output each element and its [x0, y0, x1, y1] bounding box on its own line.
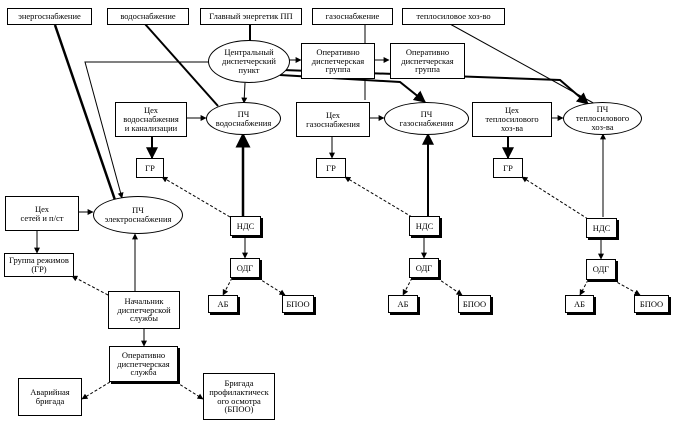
bpoo-box-2: БПОО	[458, 295, 491, 313]
pch-el-ellipse: ПЧ электроснабжения	[93, 196, 183, 234]
glavenerg-box: Главный энергетик ПП	[200, 8, 302, 25]
ab-box-3: АБ	[565, 295, 594, 313]
gr-box-2: ГР	[316, 158, 346, 178]
gr-box-3: ГР	[493, 158, 523, 178]
tsekh-tep-box: Цех теплосилового хоз-ва	[472, 102, 552, 137]
bpoo-box-1: БПОО	[282, 295, 314, 313]
pch-tep-ellipse: ПЧ теплосилового хоз-ва	[563, 102, 642, 135]
og1-box: Оперативно диспетчерская группа	[301, 43, 375, 79]
gr-rezh-box: Группа режимов (ГР)	[4, 253, 74, 277]
nds-box-1: НДС	[230, 216, 261, 236]
bpoo-box-3: БПОО	[634, 295, 669, 313]
ab-box-2: АБ	[388, 295, 418, 313]
link-nds2-gr2	[344, 176, 413, 218]
link-odg3-ab3	[579, 279, 589, 296]
nds-box-3: НДС	[586, 218, 617, 238]
tsekh-gaz-box: Цех газоснабжения	[296, 102, 370, 137]
gazosnab-box: газоснабжение	[312, 8, 393, 25]
cdp-ellipse: Центральный диспетчерский пункт	[208, 40, 290, 83]
link-odg1-ab1	[222, 277, 233, 296]
brig-box: Бригада профилактическ ого осмотра (БПОО…	[203, 373, 275, 420]
tsekh-vod-box: Цех водоснабжения и канализации	[115, 102, 187, 137]
link-ods-brig	[175, 381, 204, 400]
pch-vod-ellipse: ПЧ водоснабжения	[206, 102, 281, 135]
pch-gaz-ellipse: ПЧ газоснабжения	[384, 102, 469, 135]
vodosnab-box: водоснабжение	[107, 8, 189, 25]
ods-box: Оперативно диспетчерская служба	[109, 346, 178, 382]
link-cdp-pch-el	[84, 61, 209, 199]
gr-box-1: ГР	[136, 158, 164, 178]
odg-box-2: ОДГ	[409, 258, 439, 278]
link-odg3-bpoo3	[612, 279, 641, 296]
odg-box-3: ОДГ	[586, 259, 616, 280]
link-nach-gr-rezh	[71, 275, 109, 296]
odg-box-1: ОДГ	[230, 258, 260, 278]
nach-box: Начальник диспетчерской службы	[108, 291, 180, 329]
link-odg1-bpoo1	[257, 277, 286, 296]
og2-box: Оперативно диспетчерская группа	[390, 43, 465, 79]
link-cdp-pch-tep	[282, 69, 589, 105]
link-cdp-pch-vod	[241, 82, 248, 104]
tsekh-set-box: Цех сетей и п/ст	[5, 196, 79, 231]
ab-box-1: АБ	[208, 295, 238, 313]
link-nds1-gr1	[161, 176, 231, 218]
link-odg2-ab2	[402, 277, 413, 296]
link-ods-avar	[81, 381, 111, 400]
energosnab-box: энергоснабжение	[7, 8, 92, 25]
link-vodo-pch-vod	[144, 23, 219, 107]
avar-box: Аварийная бригада	[18, 378, 82, 416]
link-cdp-pch-gaz	[279, 74, 426, 103]
teplo-box: теплосиловое хоз-во	[402, 8, 505, 25]
link-energo-pch-el	[53, 24, 117, 201]
link-odg2-bpoo2	[436, 277, 463, 296]
link-nds3-gr3	[521, 176, 589, 220]
nds-box-2: НДС	[409, 216, 440, 236]
